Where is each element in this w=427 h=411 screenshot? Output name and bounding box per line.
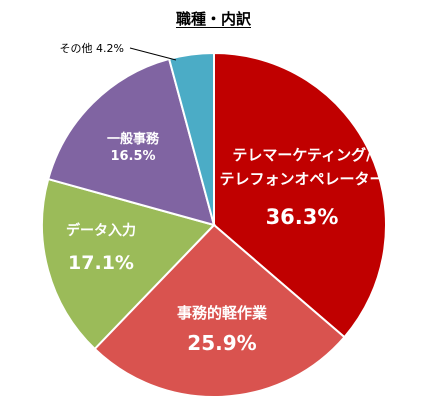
slice-label-other: その他 4.2% (60, 42, 177, 61)
slice-label-general-office: 一般事務 16.5% (107, 131, 160, 164)
slice-name-other: その他 4.2% (60, 42, 124, 55)
slice-value-data-entry: 17.1% (68, 252, 134, 274)
slice-name-line-telemarketing: テレマーケティング/ (232, 146, 372, 164)
slice-name-line-telemarketing: テレフォンオペレーター (219, 170, 384, 188)
slice-label-telemarketing: テレマーケティング/テレフォンオペレーター 36.3% (219, 146, 384, 229)
slice-label-light-office-work: 事務的軽作業 25.9% (177, 304, 268, 355)
pie-slice-other (167, 51, 215, 226)
pie-slice-general-office (47, 57, 216, 227)
slice-label-data-entry: データ入力 17.1% (66, 222, 136, 274)
slice-name-line-light-office-work: 事務的軽作業 (177, 304, 268, 322)
slice-name-line-general-office: 一般事務 (107, 131, 160, 147)
pie-slice-data-entry (41, 177, 216, 351)
pie-slice-light-office-work (93, 223, 346, 398)
slice-name-line-data-entry: データ入力 (66, 222, 136, 239)
chart-title: 職種・内訳 (175, 10, 251, 28)
pie-slice-telemarketing (213, 51, 387, 339)
slice-value-general-office: 16.5% (110, 149, 155, 164)
slice-value-light-office-work: 25.9% (187, 331, 256, 355)
leader-line-other (129, 47, 177, 61)
slice-value-telemarketing: 36.3% (266, 205, 339, 229)
